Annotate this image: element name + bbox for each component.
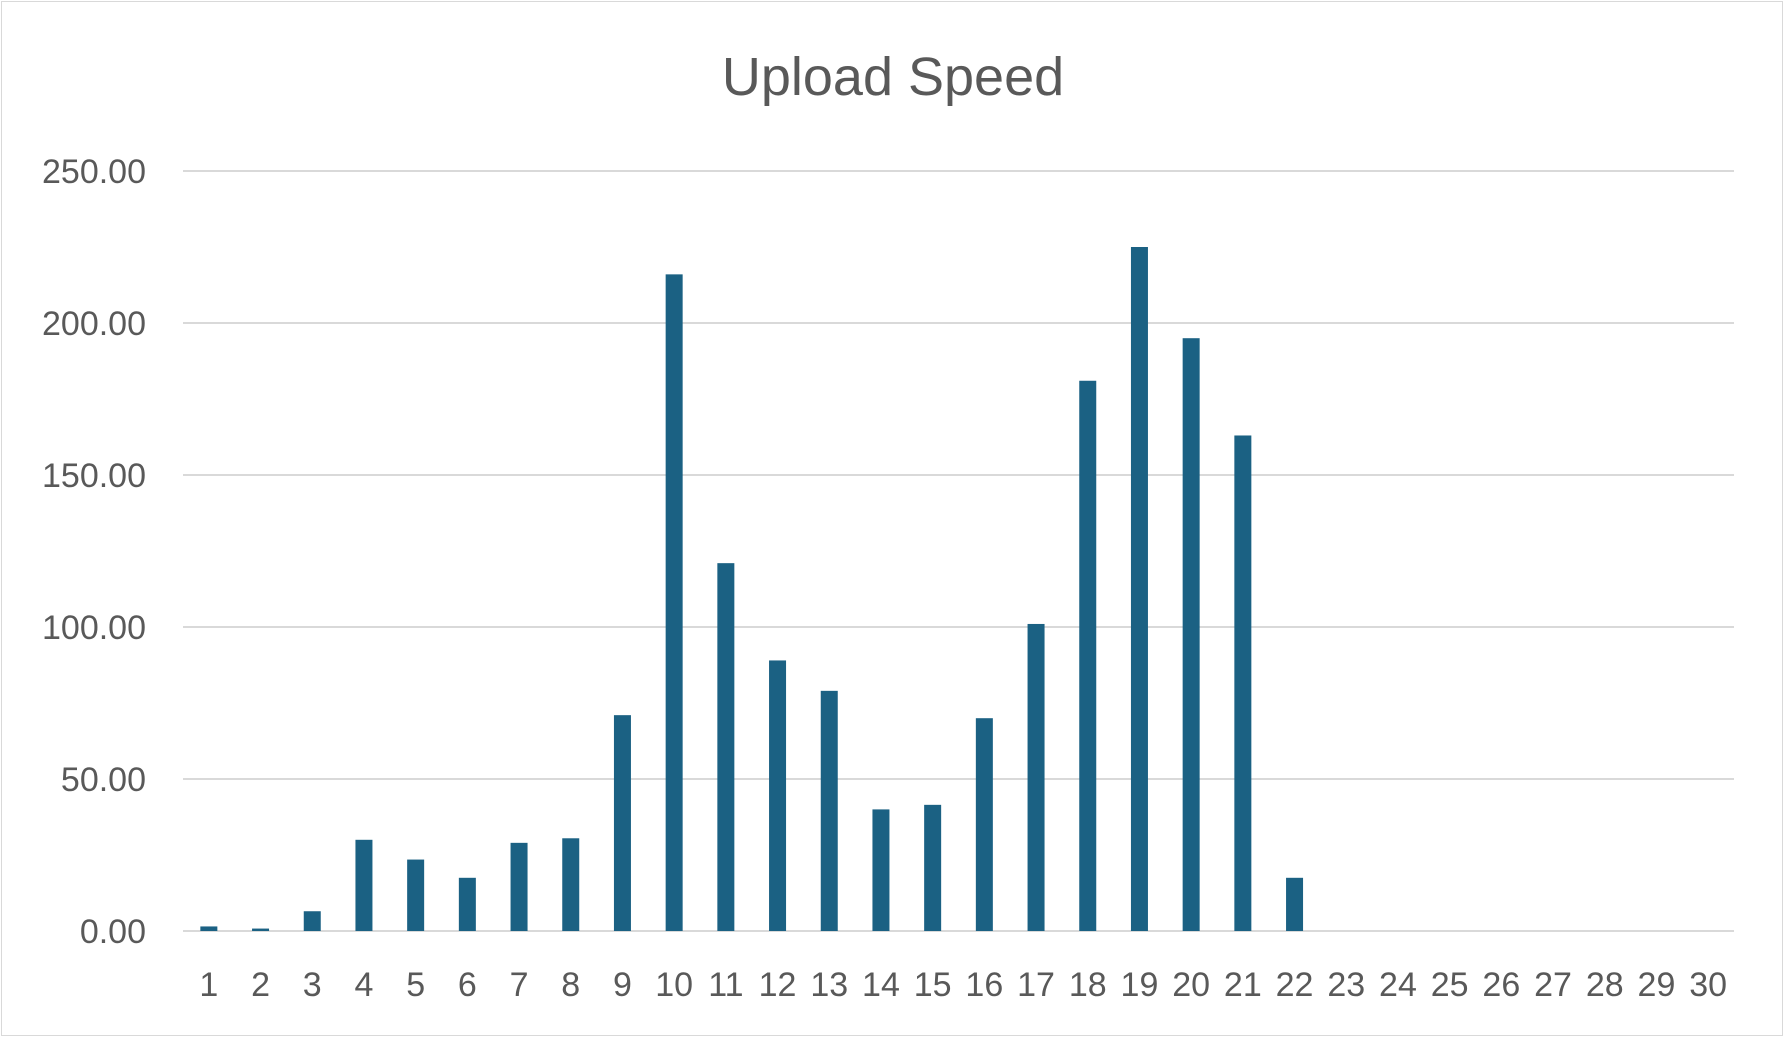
y-tick-label: 250.00 bbox=[42, 153, 146, 191]
x-tick-label: 9 bbox=[613, 966, 632, 1004]
y-tick-label: 50.00 bbox=[61, 761, 146, 799]
x-tick-label: 21 bbox=[1224, 966, 1262, 1004]
x-tick-label: 22 bbox=[1276, 966, 1314, 1004]
bar-16 bbox=[975, 718, 993, 931]
bar-17 bbox=[1027, 623, 1045, 931]
x-tick-label: 7 bbox=[510, 966, 529, 1004]
x-tick-label: 12 bbox=[759, 966, 797, 1004]
x-tick-label: 28 bbox=[1586, 966, 1624, 1004]
x-tick-label: 2 bbox=[251, 966, 270, 1004]
chart-title: Upload Speed bbox=[722, 47, 1064, 107]
x-tick-label: 27 bbox=[1534, 966, 1572, 1004]
bar-11 bbox=[717, 563, 735, 931]
bar-5 bbox=[407, 859, 425, 931]
x-tick-label: 15 bbox=[914, 966, 952, 1004]
x-tick-label: 13 bbox=[810, 966, 848, 1004]
x-tick-label: 16 bbox=[965, 966, 1003, 1004]
x-tick-label: 11 bbox=[708, 966, 743, 1004]
x-tick-label: 23 bbox=[1327, 966, 1365, 1004]
x-tick-label: 26 bbox=[1482, 966, 1520, 1004]
bar-14 bbox=[872, 809, 890, 931]
y-tick-label: 0.00 bbox=[80, 913, 146, 951]
x-tick-label: 6 bbox=[458, 966, 477, 1004]
y-tick-label: 150.00 bbox=[42, 457, 146, 495]
x-tick-label: 19 bbox=[1121, 966, 1159, 1004]
bar-12 bbox=[769, 660, 787, 931]
y-axis-ticks: 0.00 50.00 100.00 150.00 200.00 250.00 bbox=[42, 153, 146, 951]
bar-10 bbox=[665, 274, 683, 931]
bar-3 bbox=[303, 911, 321, 931]
bar-6 bbox=[458, 877, 476, 931]
y-tick-label: 100.00 bbox=[42, 609, 146, 647]
x-tick-label: 29 bbox=[1638, 966, 1676, 1004]
x-tick-label: 25 bbox=[1431, 966, 1469, 1004]
x-tick-label: 20 bbox=[1172, 966, 1210, 1004]
gridlines bbox=[183, 170, 1734, 932]
x-tick-label: 8 bbox=[561, 966, 580, 1004]
bar-2 bbox=[252, 928, 270, 931]
bar-15 bbox=[924, 804, 942, 931]
x-tick-label: 4 bbox=[354, 966, 373, 1004]
bar-19 bbox=[1130, 247, 1148, 931]
bar-18 bbox=[1079, 380, 1097, 931]
bar-4 bbox=[355, 839, 373, 931]
x-tick-label: 30 bbox=[1689, 966, 1727, 1004]
x-tick-label: 17 bbox=[1017, 966, 1055, 1004]
bar-13 bbox=[820, 690, 838, 931]
bar-1 bbox=[200, 926, 218, 931]
bar-22 bbox=[1286, 877, 1304, 931]
bar-20 bbox=[1182, 338, 1200, 931]
x-tick-label: 1 bbox=[199, 966, 218, 1004]
bar-8 bbox=[562, 838, 580, 931]
x-axis-ticks: 1 2 3 4 5 6 7 8 9 10 11 12 13 14 15 16 17 18 19 20 21 22 23 24 2… bbox=[199, 966, 1727, 1004]
x-tick-label: 14 bbox=[862, 966, 900, 1004]
x-tick-label: 10 bbox=[655, 966, 693, 1004]
x-tick-label: 24 bbox=[1379, 966, 1417, 1004]
x-tick-label: 5 bbox=[406, 966, 425, 1004]
y-tick-label: 200.00 bbox=[42, 305, 146, 343]
bar-9 bbox=[613, 715, 631, 931]
x-tick-label: 3 bbox=[303, 966, 322, 1004]
bar-21 bbox=[1234, 435, 1252, 931]
x-tick-label: 18 bbox=[1069, 966, 1107, 1004]
bar-7 bbox=[510, 842, 528, 931]
bars bbox=[200, 247, 1304, 931]
